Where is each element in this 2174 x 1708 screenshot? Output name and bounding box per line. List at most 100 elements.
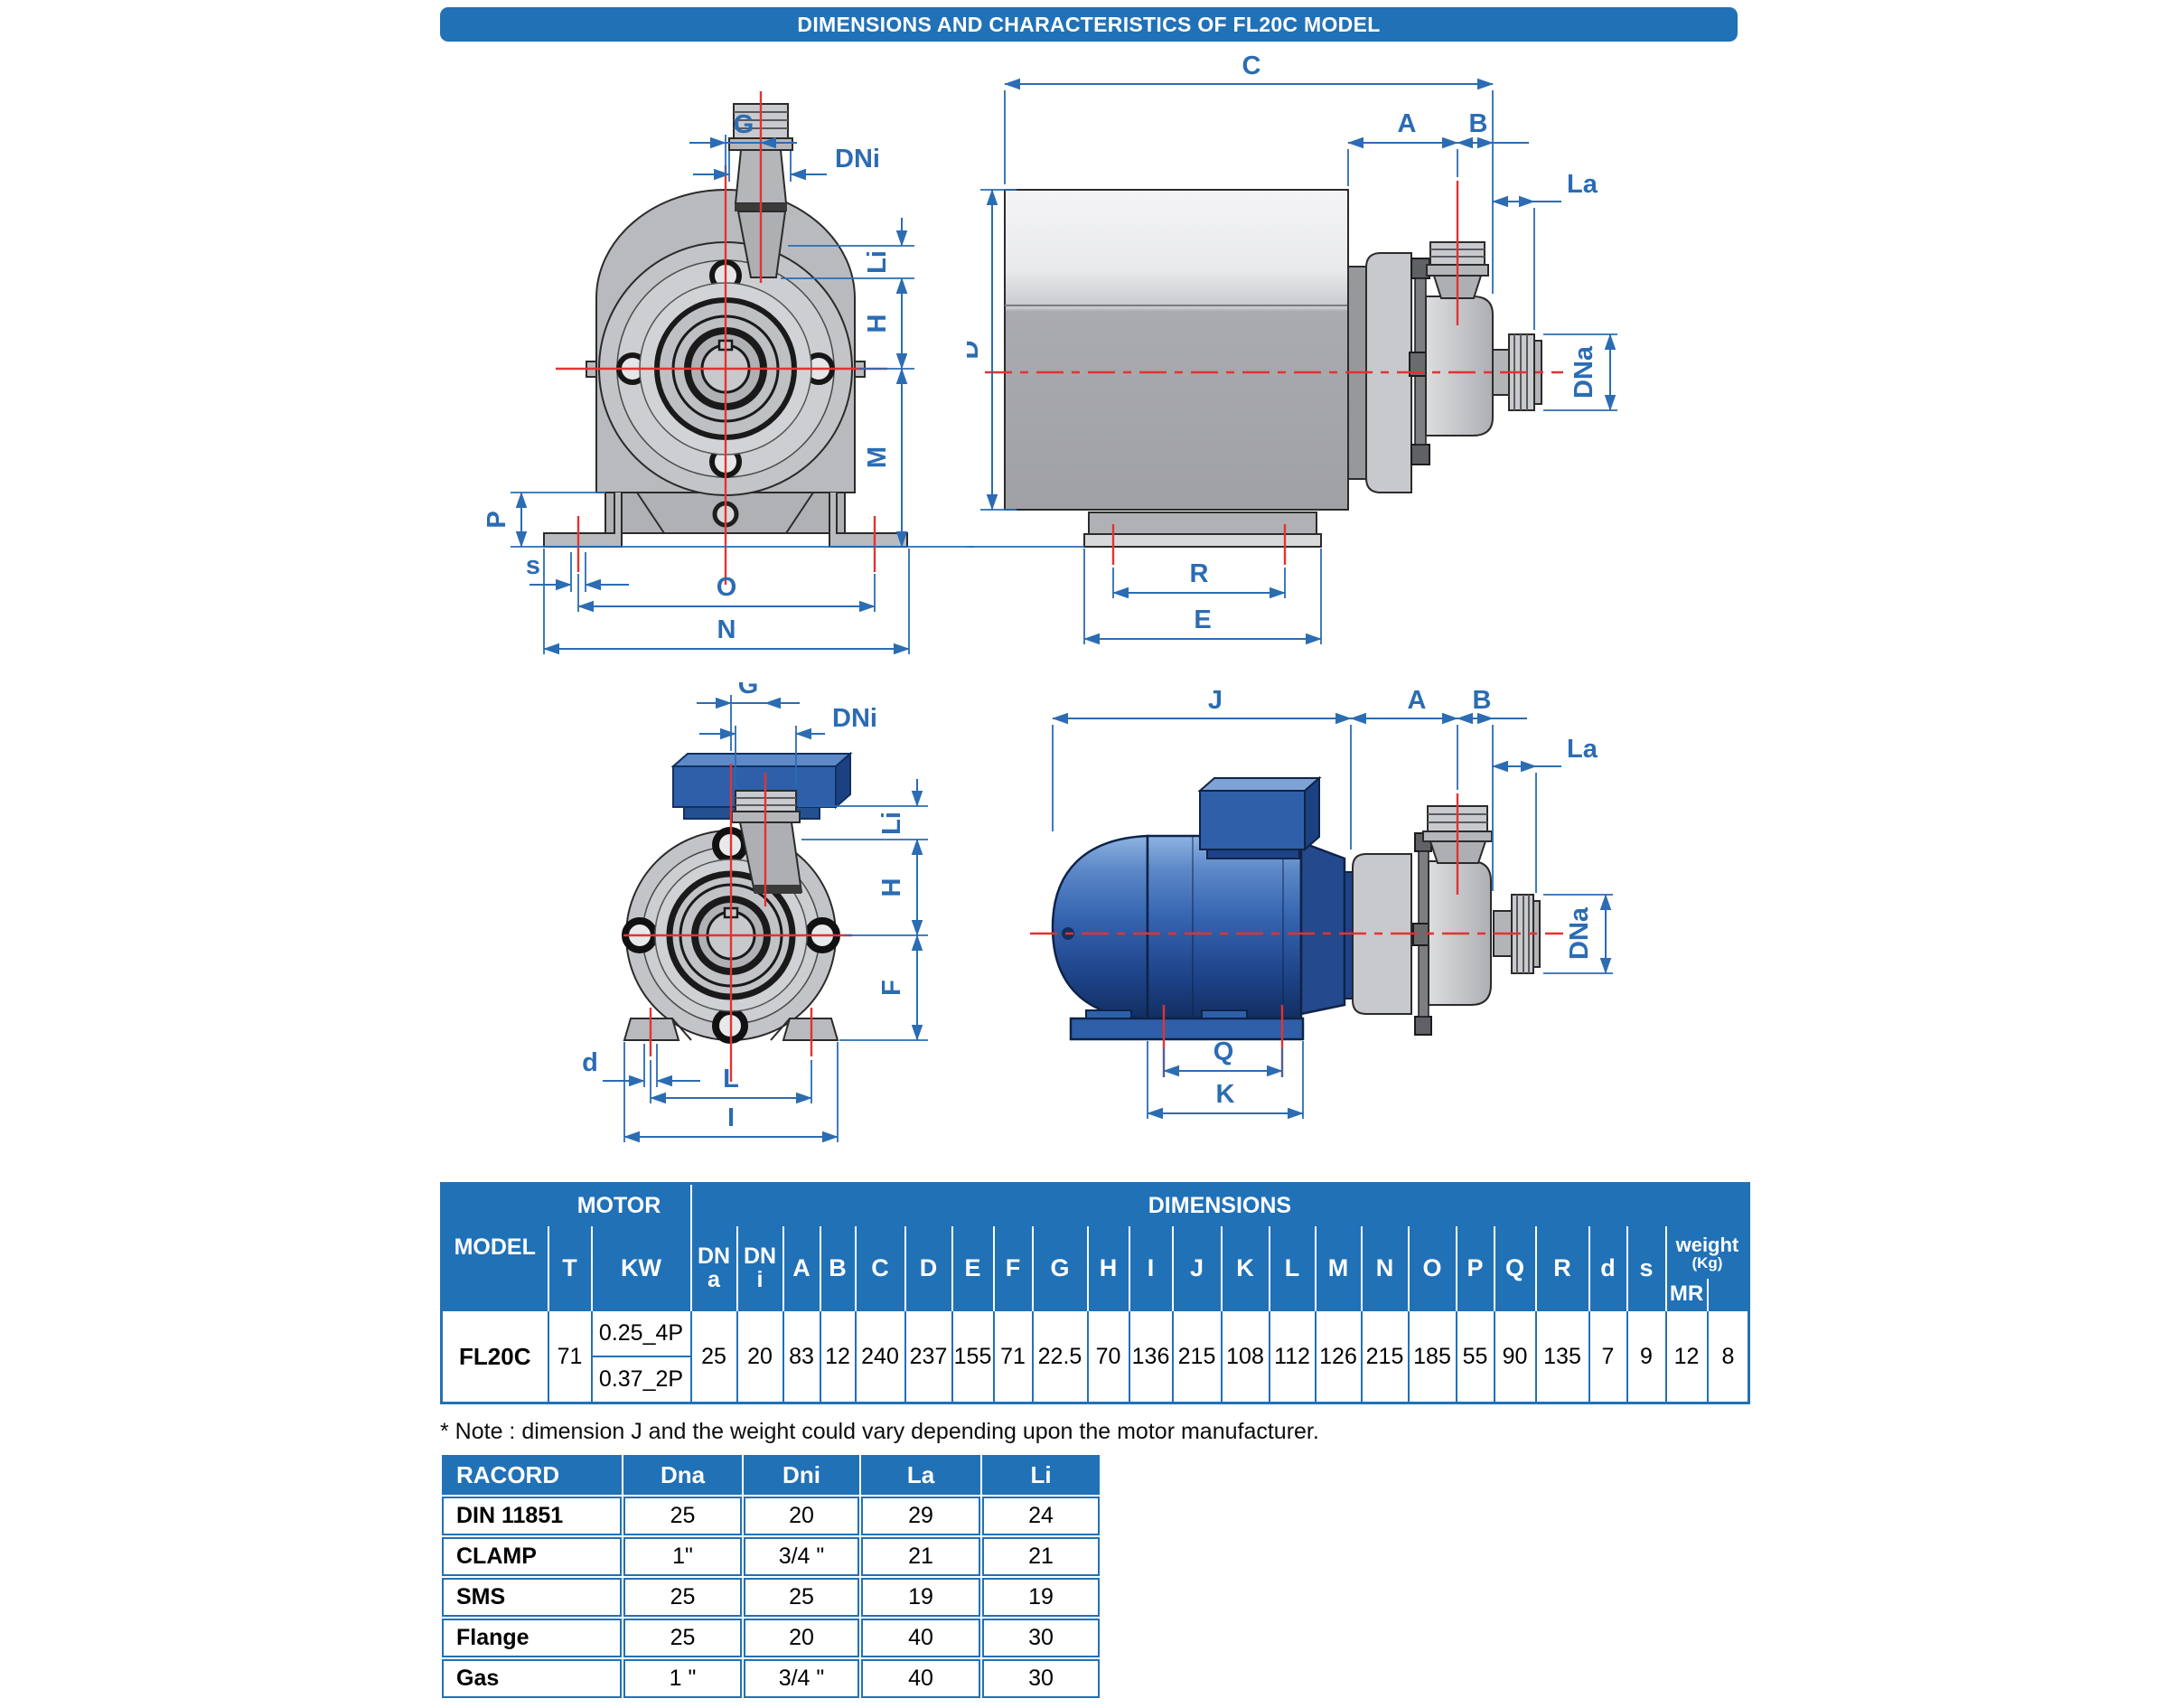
dim-label-li2: Li	[877, 812, 906, 835]
cell-model: FL20C	[440, 1309, 549, 1404]
col-header-t: T	[547, 1226, 592, 1310]
racord-header-dni: Dni	[744, 1455, 859, 1495]
dim-label-a2: A	[1408, 687, 1427, 715]
racord-value: 25	[744, 1578, 859, 1617]
cell-weight-last: 8	[1706, 1309, 1750, 1404]
cell-value: 215	[1360, 1309, 1410, 1404]
racord-value: 30	[982, 1619, 1100, 1657]
racord-header-li: Li	[982, 1455, 1100, 1495]
terminal-box-front	[670, 751, 853, 820]
col-header-weight: weight (Kg)	[1664, 1226, 1749, 1279]
col-header-letter: O	[1407, 1226, 1457, 1310]
pump-head-side	[1347, 241, 1542, 493]
col-header-letter: s	[1626, 1226, 1666, 1310]
centerlines-side-top	[985, 181, 1563, 565]
dim-label-o: O	[717, 573, 737, 602]
cell-weight-mr: 12	[1664, 1309, 1709, 1404]
racord-value: 3/4 "	[744, 1659, 859, 1698]
dim-label-dni: DNi	[835, 145, 880, 174]
racord-value: 25	[623, 1578, 742, 1617]
col-header-letter: N	[1360, 1226, 1409, 1310]
col-header-letter: K	[1220, 1226, 1270, 1310]
cell-value: 12	[819, 1309, 857, 1404]
motor-body-blue	[1051, 834, 1354, 1041]
racord-value: 40	[861, 1659, 980, 1698]
cell-value: 135	[1534, 1309, 1590, 1404]
col-header-weight-blank	[1706, 1279, 1749, 1310]
dim-label-dna: DNa	[1570, 345, 1598, 399]
dim-label-b2: B	[1473, 687, 1492, 715]
cell-value: 70	[1086, 1309, 1130, 1404]
racord-row: CLAMP 1" 3/4 " 21 21	[442, 1537, 1100, 1576]
cell-value: 136	[1128, 1309, 1174, 1404]
footnote: * Note : dimension J and the weight coul…	[440, 1419, 1319, 1444]
col-header-dna: DN a	[689, 1226, 737, 1310]
racord-row: DIN 11851 25 20 29 24	[442, 1497, 1100, 1535]
racord-row: Gas 1 " 3/4 " 40 30	[442, 1659, 1100, 1698]
racord-name: Gas	[442, 1659, 622, 1698]
racord-row: Flange 25 20 40 30	[442, 1619, 1100, 1657]
dim-label-d: D	[967, 341, 984, 360]
racord-value: 1 "	[623, 1659, 742, 1698]
dim-label-e: E	[1194, 605, 1211, 634]
dimensions-side-top: C A B La D DNa R	[967, 52, 1617, 645]
racord-value: 29	[861, 1497, 980, 1535]
dim-label-d2: d	[582, 1048, 598, 1077]
col-header-letter: I	[1128, 1226, 1173, 1310]
dim-label-j: J	[1208, 687, 1223, 715]
drawing-side-view-pump: C A B La D DNa R	[967, 52, 1617, 645]
terminal-box-side	[1197, 775, 1322, 859]
col-header-model: MODEL	[441, 1183, 548, 1310]
dimensions-side-bottom: J A B La DNa Q K	[1052, 687, 1613, 1120]
dim-label-h: H	[863, 314, 892, 333]
dim-label-a: A	[1398, 109, 1417, 138]
cell-value: 55	[1455, 1309, 1495, 1404]
racord-value: 24	[982, 1497, 1100, 1535]
racord-value: 21	[982, 1537, 1100, 1576]
dimensions-front-top: G DNi Li H M P s	[483, 110, 974, 655]
cell-value: 215	[1171, 1309, 1223, 1404]
centerlines-front-bottom	[623, 764, 852, 1082]
col-header-letter: R	[1534, 1226, 1589, 1310]
dimensions-table: MODEL MOTOR DIMENSIONS T KW DN a DN i A B …	[440, 1182, 1751, 1404]
dim-label-h2: H	[877, 878, 906, 897]
cell-dni: 20	[736, 1309, 784, 1404]
col-header-letter: A	[782, 1226, 820, 1310]
cell-value: 83	[782, 1309, 821, 1404]
racord-header: RACORD	[442, 1455, 622, 1495]
page-title: DIMENSIONS AND CHARACTERISTICS OF FL20C …	[797, 12, 1381, 36]
racord-table: RACORD Dna Dni La Li DIN 11851 25 20 29 …	[440, 1453, 1101, 1700]
dim-label-g2: G	[738, 682, 759, 699]
cell-value: 9	[1626, 1309, 1667, 1404]
group-header-dimensions: DIMENSIONS	[689, 1183, 1749, 1226]
dim-label-n: N	[717, 615, 736, 644]
dim-label-la2: La	[1567, 735, 1598, 764]
col-header-letter: D	[904, 1226, 952, 1310]
col-header-letter: M	[1314, 1226, 1362, 1310]
racord-name: CLAMP	[442, 1537, 622, 1576]
pump-head-side2	[1352, 805, 1541, 1036]
col-header-dni: DN i	[736, 1226, 783, 1310]
racord-value: 1"	[623, 1537, 742, 1576]
racord-name: Flange	[442, 1619, 622, 1657]
cell-value: 155	[951, 1309, 995, 1404]
title-banner: DIMENSIONS AND CHARACTERISTICS OF FL20C …	[440, 7, 1738, 42]
dim-label-r: R	[1190, 559, 1209, 588]
cell-value: 185	[1407, 1309, 1457, 1404]
col-header-kw: KW	[590, 1226, 691, 1310]
cell-value: 71	[992, 1309, 1034, 1404]
racord-value: 30	[982, 1659, 1100, 1698]
dim-label-s: s	[526, 551, 540, 580]
col-header-letter: E	[951, 1226, 994, 1310]
racord-value: 3/4 "	[744, 1537, 859, 1576]
col-header-letter: G	[1031, 1226, 1088, 1310]
dim-label-dni2: DNi	[832, 704, 877, 733]
cell-value: 7	[1588, 1309, 1628, 1404]
racord-name: DIN 11851	[442, 1497, 622, 1535]
col-header-letter: B	[819, 1226, 856, 1310]
centerlines-front-top	[556, 91, 887, 585]
racord-value: 20	[744, 1497, 859, 1535]
cell-value: 126	[1314, 1309, 1363, 1404]
dim-label-p: P	[483, 511, 511, 528]
